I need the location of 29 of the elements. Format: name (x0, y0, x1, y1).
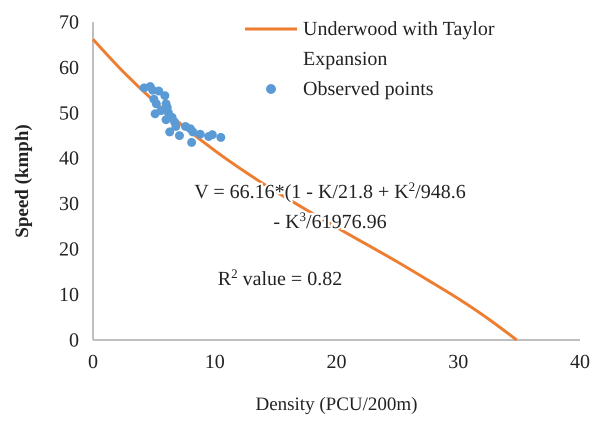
y-axis-title: Speed (kmph) (12, 124, 33, 238)
point (216, 132, 226, 142)
x-tick-label: 10 (204, 351, 225, 374)
y-tick-label: 0 (69, 329, 79, 352)
legend-label: Underwood with Taylor Expansion (303, 18, 495, 70)
x-tick-label: 40 (570, 351, 590, 374)
legend-label: Observed points (303, 78, 434, 100)
point (165, 127, 174, 136)
y-tick-label: 50 (59, 102, 79, 124)
point (208, 130, 217, 140)
point (160, 91, 170, 100)
x-tick-label: 0 (88, 351, 98, 374)
y-tick-label: 40 (59, 148, 79, 170)
point (188, 127, 198, 136)
y-tick-label: 30 (59, 193, 79, 216)
y-tick-label: 60 (59, 56, 79, 79)
y-tick-label: 70 (59, 11, 79, 34)
x-tick-label: 30 (448, 351, 468, 374)
x-tick-label: 20 (326, 351, 346, 374)
point (187, 138, 196, 147)
line-series (92, 38, 518, 342)
annotation: R$^{2}$ value = 0.82 (218, 266, 342, 290)
y-tick-label: 20 (59, 238, 79, 261)
point (196, 130, 205, 139)
point (174, 131, 184, 140)
point (152, 99, 161, 108)
x-axis-title: Density (PCU/200m) (255, 394, 418, 415)
y-tick-label: 10 (59, 284, 79, 306)
point (154, 86, 164, 96)
